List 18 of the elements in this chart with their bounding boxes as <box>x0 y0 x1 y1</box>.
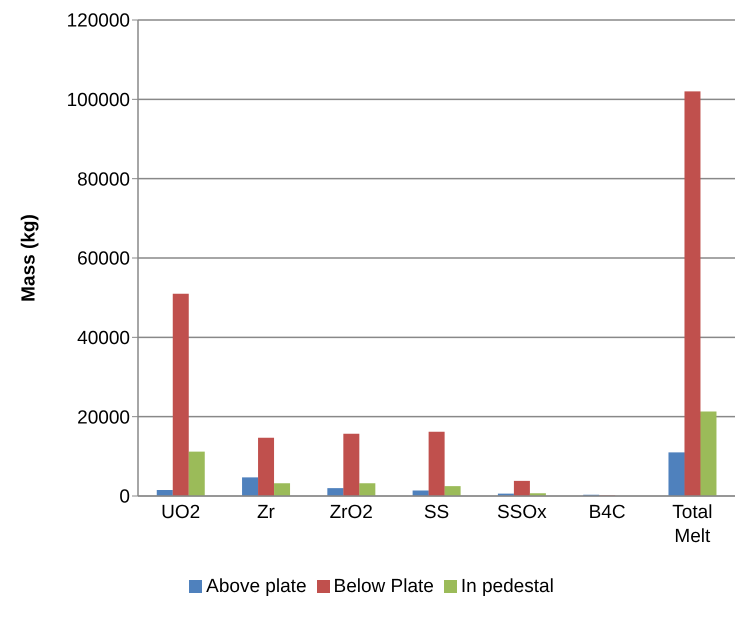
y-tick-label: 60000 <box>77 248 130 270</box>
y-tick-label: 20000 <box>77 407 130 428</box>
x-tick-label: Total Melt <box>672 502 712 547</box>
x-tick-label: ZrO2 <box>330 502 373 523</box>
x-tick-label: SSOx <box>496 502 548 523</box>
legend-label: Above plate <box>206 576 307 597</box>
y-tick-label: 0 <box>119 486 130 508</box>
legend-label: Below Plate <box>334 576 434 597</box>
y-tick-label: 120000 <box>66 10 130 32</box>
y-tick-label: 40000 <box>77 328 130 350</box>
x-tick-label: Zr <box>256 502 276 523</box>
y-tick-label: 100000 <box>66 90 130 112</box>
y-tick-label: 80000 <box>77 169 130 190</box>
y-axis-title: Mass (kg) <box>18 214 40 302</box>
x-tick-label: B4C <box>588 502 626 523</box>
legend-label: In pedestal <box>460 576 554 597</box>
x-tick-label: SS <box>424 502 450 523</box>
x-tick-label: UO2 <box>161 502 200 523</box>
